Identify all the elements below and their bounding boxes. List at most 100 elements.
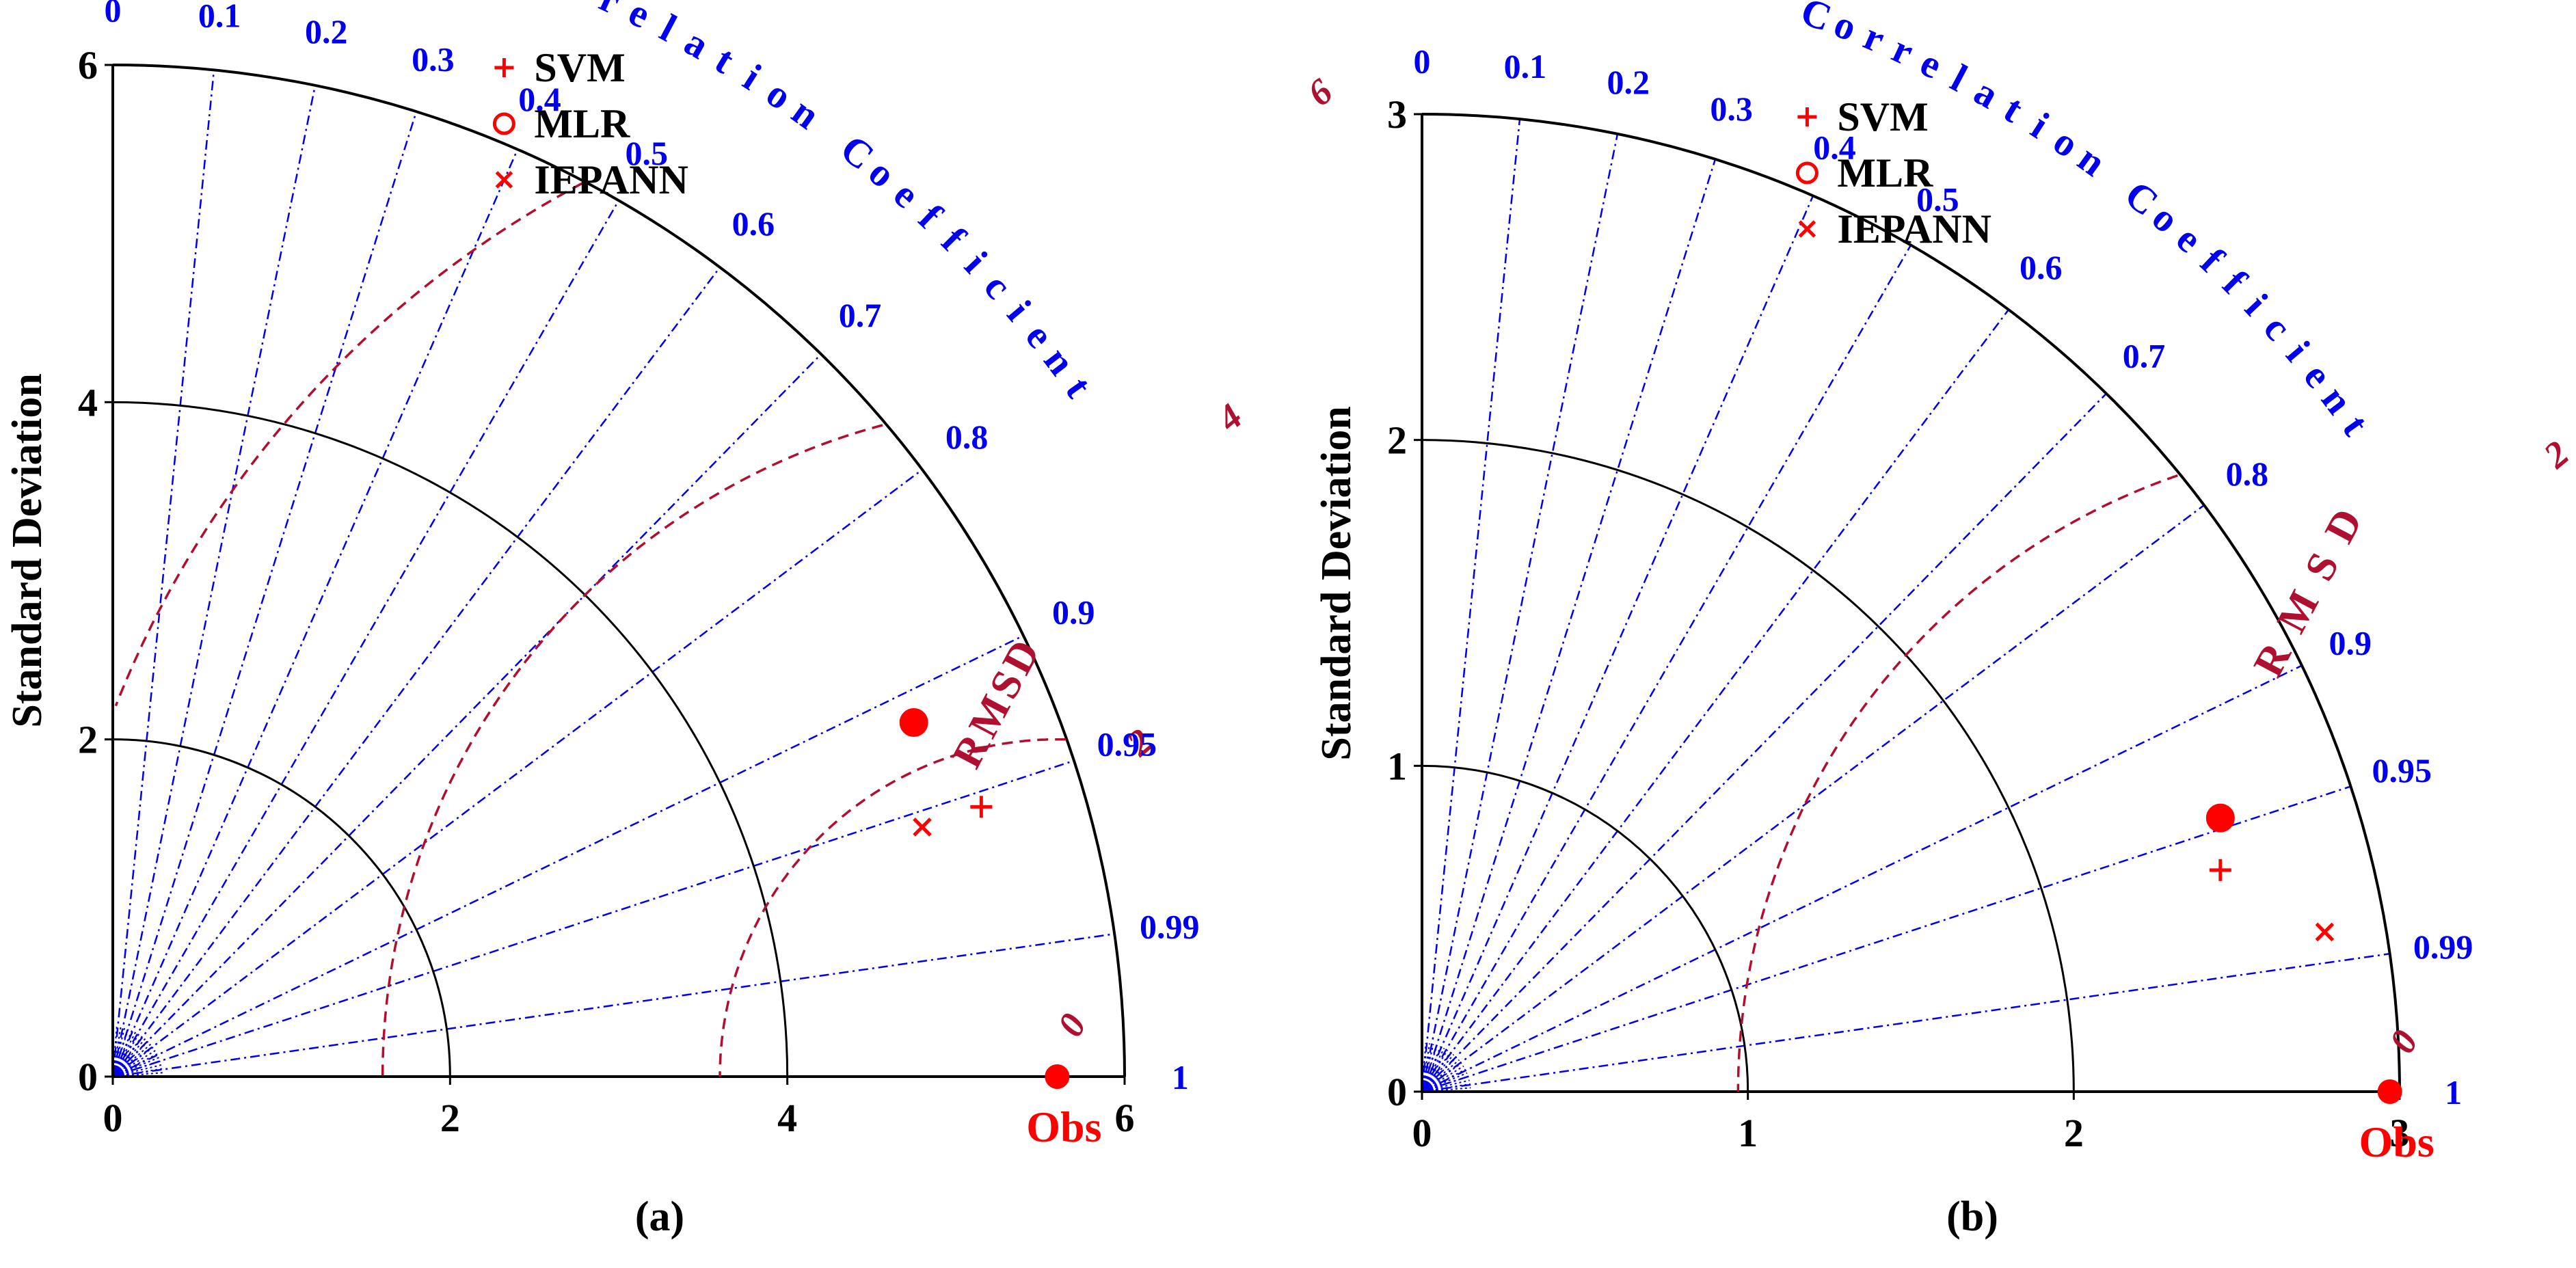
minor-ray bbox=[1421, 1056, 1458, 1092]
corr-tick-label-0: 0 bbox=[105, 0, 122, 29]
obs-label: Obs bbox=[2359, 1118, 2434, 1166]
corr-tick-label-0: 0 bbox=[1414, 42, 1431, 80]
std-arc-4 bbox=[112, 401, 789, 1077]
point-mlr bbox=[899, 708, 928, 737]
legend-iepann-label: IEPANN bbox=[1837, 206, 1991, 252]
corr-ray-0.5 bbox=[1421, 244, 1912, 1092]
std-arc-1 bbox=[1421, 764, 1749, 1092]
y-axis-title: Standard Deviation bbox=[4, 373, 51, 727]
corr-tick-label-0.7: 0.7 bbox=[839, 296, 882, 334]
corr-ray-0.8 bbox=[1421, 504, 2205, 1092]
corr-tick-label-0.6: 0.6 bbox=[732, 204, 775, 243]
minor-ray bbox=[112, 1049, 157, 1077]
minor-ray bbox=[1421, 1062, 1462, 1092]
minor-ray bbox=[112, 1026, 122, 1077]
minor-ray bbox=[112, 1038, 146, 1077]
minor-ray bbox=[112, 1033, 140, 1077]
minor-ray bbox=[1421, 1053, 1455, 1092]
corr-tick-label-0.2: 0.2 bbox=[1607, 63, 1650, 101]
minor-ray bbox=[1421, 1042, 1427, 1092]
corr-tick-label-0.99: 0.99 bbox=[1140, 908, 1200, 946]
minor-ray bbox=[1421, 1075, 1469, 1092]
corr-tick-label-0.5: 0.5 bbox=[625, 134, 668, 172]
legend-mlr-label: MLR bbox=[534, 101, 630, 146]
corr-ray-0.4 bbox=[1421, 195, 1814, 1092]
point-obs bbox=[1045, 1064, 1070, 1089]
y-tick-label-0: 0 bbox=[1387, 1070, 1407, 1114]
minor-ray bbox=[1421, 1044, 1438, 1092]
corr-ray-0.3 bbox=[1421, 159, 1717, 1092]
corr-ray-0.1 bbox=[1421, 119, 1521, 1092]
point-obs bbox=[2377, 1079, 2402, 1104]
corr-tick-label-0.2: 0.2 bbox=[305, 12, 348, 51]
corr-ray-0.2 bbox=[1421, 133, 1619, 1092]
rmsd-contour-6 bbox=[114, 182, 583, 707]
corr-ray-0.95 bbox=[1421, 785, 2351, 1093]
y-tick-label-6: 6 bbox=[78, 43, 98, 87]
legend-mlr-label: MLR bbox=[1837, 150, 1933, 195]
minor-ray bbox=[1421, 1083, 1471, 1092]
corr-tick-label-0.9: 0.9 bbox=[2329, 623, 2372, 662]
std-arc-6 bbox=[112, 64, 1126, 1077]
minor-ray bbox=[1421, 1044, 1434, 1092]
y-tick-label-0: 0 bbox=[78, 1055, 98, 1099]
point-svm bbox=[970, 796, 993, 818]
std-arc-2 bbox=[112, 738, 451, 1077]
corr-tick-label-1: 1 bbox=[2445, 1073, 2462, 1111]
corr-tick-label-0.6: 0.6 bbox=[2020, 248, 2063, 286]
legend-iepann-marker bbox=[495, 171, 513, 189]
minor-ray bbox=[1421, 1047, 1445, 1092]
minor-ray bbox=[112, 1072, 163, 1077]
corr-tick-label-0.95: 0.95 bbox=[1097, 725, 1157, 763]
y-tick-label-4: 4 bbox=[78, 380, 98, 424]
minor-ray bbox=[112, 1027, 126, 1077]
corr-tick-label-0.1: 0.1 bbox=[1504, 47, 1547, 85]
y-tick-label-3: 3 bbox=[1387, 92, 1407, 137]
minor-ray bbox=[112, 1031, 137, 1077]
corr-tick-label-0.8: 0.8 bbox=[2226, 455, 2269, 493]
legend-svm-marker bbox=[1797, 107, 1817, 126]
x-tick-label-4: 4 bbox=[777, 1096, 797, 1140]
rmsd-contour-4 bbox=[381, 424, 883, 1077]
y-tick-label-1: 1 bbox=[1387, 744, 1407, 788]
legend-svm-label: SVM bbox=[1837, 94, 1928, 139]
corr-tick-label-0.1: 0.1 bbox=[198, 0, 241, 34]
x-tick-label-6: 6 bbox=[1115, 1096, 1135, 1140]
x-tick-label-2: 2 bbox=[2064, 1111, 2084, 1155]
x-tick-label-0: 0 bbox=[1412, 1111, 1432, 1155]
minor-ray bbox=[1421, 1046, 1442, 1092]
minor-ray bbox=[1421, 1059, 1460, 1092]
corr-tick-label-0.4: 0.4 bbox=[1813, 128, 1856, 166]
corr-tick-label-0.9: 0.9 bbox=[1052, 593, 1095, 631]
rmsd-contour-2 bbox=[1736, 474, 2178, 1092]
x-tick-label-0: 0 bbox=[103, 1096, 123, 1140]
minor-ray bbox=[112, 1029, 133, 1077]
corr-tick-label-0.3: 0.3 bbox=[412, 40, 455, 79]
panel-label: (a) bbox=[635, 1193, 684, 1240]
point-iepann bbox=[2315, 922, 2335, 942]
x-tick-label-1: 1 bbox=[1738, 1111, 1758, 1155]
minor-ray bbox=[112, 1068, 163, 1077]
x-tick-label-3: 3 bbox=[2390, 1111, 2410, 1155]
corr-ray-0.9 bbox=[1421, 664, 2303, 1093]
minor-ray bbox=[112, 1053, 159, 1077]
rmsd-contour-2 bbox=[719, 738, 1066, 1077]
legend-svm-marker bbox=[494, 58, 514, 77]
point-svm bbox=[2209, 859, 2231, 881]
corr-tick-label-0.3: 0.3 bbox=[1710, 90, 1753, 128]
minor-ray bbox=[1421, 1065, 1464, 1092]
corr-tick-label-0.8: 0.8 bbox=[945, 418, 989, 456]
std-arc-2 bbox=[1421, 439, 2075, 1092]
minor-ray bbox=[112, 1028, 129, 1077]
point-iepann bbox=[913, 818, 932, 837]
minor-ray bbox=[112, 1064, 163, 1077]
y-axis-title: Standard Deviation bbox=[1313, 406, 1360, 760]
y-tick-label-2: 2 bbox=[1387, 418, 1407, 463]
minor-ray bbox=[1421, 1072, 1468, 1092]
legend-svm-label: SVM bbox=[534, 45, 625, 90]
minor-ray bbox=[1421, 1087, 1471, 1092]
std-arc-3 bbox=[1421, 113, 2401, 1092]
minor-ray bbox=[112, 1026, 118, 1077]
